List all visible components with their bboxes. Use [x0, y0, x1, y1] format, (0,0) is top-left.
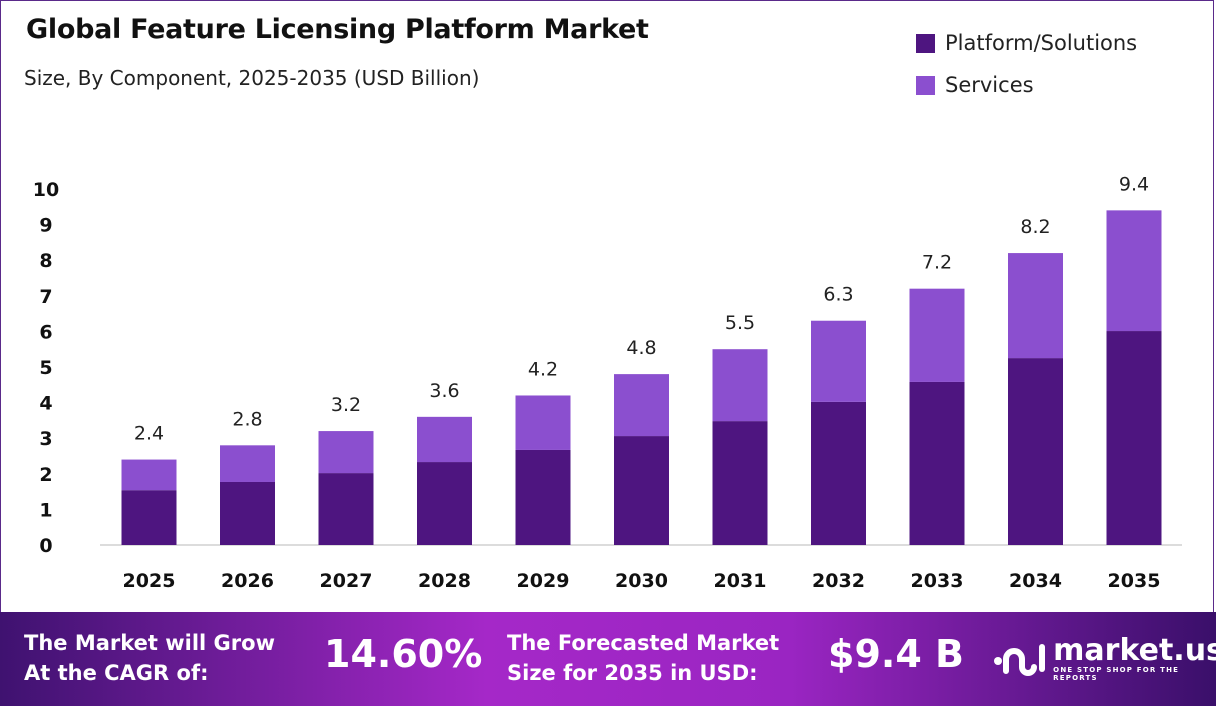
chart-frame: [0, 0, 1214, 612]
y-tick-label: 5: [39, 357, 52, 379]
summary-banner: The Market will Grow At the CAGR of: 14.6…: [0, 612, 1216, 706]
forecast-value: $9.4 B: [828, 632, 964, 676]
y-tick-label: 4: [39, 393, 52, 415]
total-label: 2.8: [232, 408, 262, 430]
y-tick-label: 6: [39, 321, 52, 343]
x-tick-label: 2028: [418, 570, 471, 592]
total-label: 7.2: [922, 252, 952, 274]
x-tick-label: 2026: [221, 570, 274, 592]
forecast-label: The Forecasted Market Size for 2035 in US…: [507, 628, 779, 688]
x-tick-label: 2031: [714, 570, 767, 592]
chart-title: Global Feature Licensing Platform Market: [26, 14, 649, 45]
bar-platform: [417, 462, 472, 545]
x-tick-label: 2033: [911, 570, 964, 592]
x-tick-label: 2030: [615, 570, 668, 592]
cagr-label-line: At the CAGR of:: [24, 661, 209, 685]
bar-services: [121, 459, 177, 491]
y-tick-label: 7: [39, 286, 52, 308]
bar-platform: [515, 449, 571, 545]
y-tick-label: 0: [39, 535, 52, 557]
cagr-value: 14.60%: [324, 632, 483, 676]
logo-tagline: ONE STOP SHOP FOR THE REPORTS: [1053, 666, 1180, 682]
total-label: 3.2: [331, 394, 361, 416]
forecast-label-line: The Forecasted Market: [507, 631, 780, 655]
bar-platform: [811, 401, 866, 545]
bar-services: [712, 349, 768, 422]
x-tick-label: 2025: [123, 570, 176, 592]
bar-services: [909, 288, 965, 382]
bar-platform: [220, 481, 275, 545]
total-label: 3.6: [429, 380, 459, 402]
x-tick-label: 2029: [517, 570, 570, 592]
bar-platform: [1106, 331, 1162, 545]
bar-services: [515, 395, 571, 450]
bar-services: [1106, 210, 1162, 332]
logo-name: market.us: [1053, 633, 1216, 668]
total-label: 6.3: [823, 284, 853, 306]
bar-services: [1008, 253, 1063, 359]
bar-services: [220, 445, 275, 482]
legend-label: Platform/Solutions: [945, 31, 1138, 55]
bar-platform: [318, 473, 374, 545]
bar-platform: [614, 436, 669, 545]
total-label: 9.4: [1119, 173, 1149, 195]
total-label: 5.5: [725, 312, 755, 334]
bar-services: [417, 416, 472, 463]
bar-services: [811, 320, 866, 402]
bar-platform: [1008, 358, 1063, 545]
y-tick-label: 8: [39, 250, 52, 272]
cagr-label: The Market will Grow At the CAGR of:: [24, 628, 275, 688]
bar-platform: [121, 490, 177, 545]
bar-chart: 0 1 2 3 4 5 6 7 8 9 10 2.4 2025 2.8 2026 3.2 2027 3.6 2028…: [33, 173, 1182, 592]
total-label: 4.8: [626, 337, 656, 359]
bar-platform: [909, 381, 965, 545]
x-tick-label: 2032: [812, 570, 865, 592]
total-label: 2.4: [134, 423, 164, 445]
bar-services: [318, 431, 374, 474]
total-label: 8.2: [1020, 216, 1050, 238]
legend-swatch-services: [916, 75, 935, 95]
y-tick-label: 1: [39, 499, 52, 521]
total-label: 4.2: [528, 358, 558, 380]
logo-icon: [994, 644, 1045, 676]
chart-subtitle: Size, By Component, 2025-2035 (USD Billi…: [24, 66, 480, 90]
x-tick-label: 2027: [320, 570, 373, 592]
legend-label: Services: [945, 73, 1034, 97]
y-tick-label: 3: [39, 428, 52, 450]
bar-platform: [712, 421, 768, 545]
legend-item-services: Services: [916, 64, 1137, 106]
x-tick-label: 2035: [1108, 570, 1161, 592]
legend-swatch-platform: [916, 33, 935, 53]
x-tick-label: 2034: [1009, 570, 1062, 592]
bar-services: [614, 374, 669, 437]
y-tick-label: 10: [33, 179, 59, 201]
legend-item-platform: Platform/Solutions: [916, 22, 1137, 64]
cagr-label-line: The Market will Grow: [24, 631, 275, 655]
market-us-logo: market.us ONE STOP SHOP FOR THE REPORTS: [992, 636, 1216, 682]
legend: Platform/Solutions Services: [916, 22, 1137, 106]
y-tick-label: 9: [39, 215, 52, 237]
forecast-label-line: Size for 2035 in USD:: [507, 661, 758, 685]
y-tick-label: 2: [39, 464, 52, 486]
